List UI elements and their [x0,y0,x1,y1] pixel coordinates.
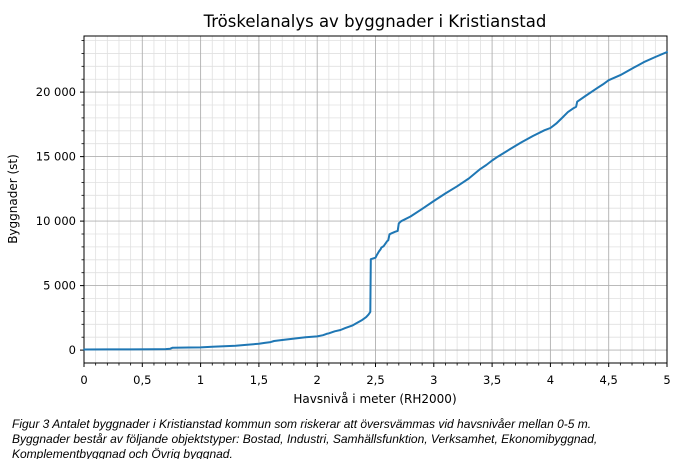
chart-title: Tröskelanalys av byggnader i Kristiansta… [203,12,547,31]
x-tick-label: 5 [663,373,670,387]
x-tick-label: 0,5 [133,373,151,387]
figure-caption: Figur 3 Antalet byggnader i Kristianstad… [12,417,700,459]
x-tick-label: 2 [314,373,321,387]
chart-canvas: 0 0,5 1 1,5 2 2,5 3 3,5 4 4,5 5 0 5 000 10 000 15 000 2… [6,12,671,406]
caption-line-1: Figur 3 Antalet byggnader i Kristianstad… [12,417,592,431]
caption-line-2: Byggnader består av följande objektstype… [12,432,598,446]
x-tick-label: 1,5 [250,373,268,387]
x-tick-label: 3,5 [483,373,501,387]
y-tick-label: 5 000 [43,279,76,293]
data-series-line [83,51,668,351]
y-tick-label: 20 000 [36,85,76,99]
x-tick-label: 4,5 [600,373,618,387]
x-tick-label: 4 [547,373,554,387]
x-tick-label: 1 [197,373,204,387]
x-tick-label: 0 [80,373,87,387]
x-axis-label: Havsnivå i meter (RH2000) [293,392,456,406]
y-tick-label: 15 000 [36,150,76,164]
x-tick-label: 2,5 [366,373,384,387]
chart-generated-layer: 0 0,5 1 1,5 2 2,5 3 3,5 4 4,5 5 0 5 000 10 000 15 000 2… [36,35,671,387]
x-tick-label: 3 [430,373,437,387]
caption-line-3: Komplementbyggnad och Övrig byggnad. [12,447,233,459]
y-tick-label: 0 [69,343,76,357]
y-tick-label: 10 000 [36,214,76,228]
y-axis-label: Byggnader (st) [6,154,20,244]
